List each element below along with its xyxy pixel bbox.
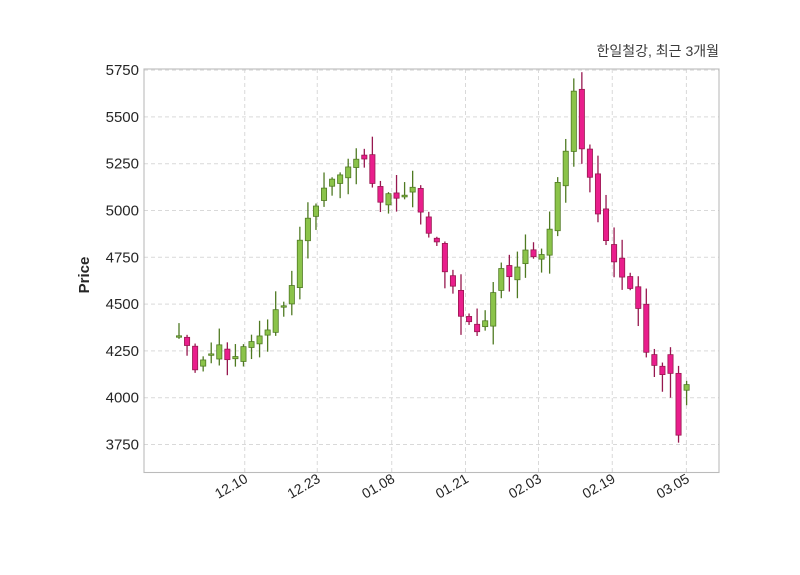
svg-text:3750: 3750 [106,437,139,454]
svg-text:Price: Price [76,257,93,294]
svg-text:한일철강, 최근 3개월: 한일철강, 최근 3개월 [597,43,720,59]
svg-text:4000: 4000 [106,390,139,407]
svg-text:5750: 5750 [106,62,139,79]
svg-text:5500: 5500 [106,109,139,126]
svg-text:4500: 4500 [106,296,139,313]
svg-text:4250: 4250 [106,343,139,360]
svg-text:4750: 4750 [106,249,139,266]
svg-text:5000: 5000 [106,203,139,220]
svg-text:5250: 5250 [106,156,139,173]
